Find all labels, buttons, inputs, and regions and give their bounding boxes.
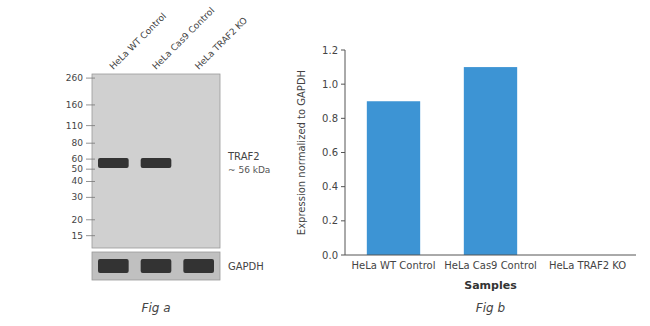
- x-tick-label: HeLa TRAF2 KO: [549, 260, 626, 271]
- y-tick-label: 0.8: [322, 113, 338, 124]
- marker-tick: [86, 104, 95, 105]
- bar: [464, 67, 517, 255]
- loading-control-band: [141, 259, 172, 273]
- marker-tick: [86, 78, 95, 79]
- y-axis-label: Expression normalized to GAPDH: [296, 70, 307, 235]
- marker-label: 160: [66, 100, 83, 110]
- marker-label: 110: [66, 121, 83, 131]
- y-axis: [345, 50, 346, 255]
- marker-tick: [86, 169, 95, 170]
- y-tick-label: 0.2: [322, 215, 338, 226]
- panel-title: Fig b: [476, 301, 506, 315]
- y-tick: [341, 186, 345, 187]
- gel: [92, 74, 220, 248]
- marker-tick: [86, 143, 95, 144]
- figure: 260 160 110 80 6050 40 30 20 15 TRAF2 ~ 56 kDa GAPD…: [0, 0, 650, 326]
- marker-tick: [86, 181, 95, 182]
- panel-title: Fig a: [141, 301, 170, 315]
- lane-label: HeLa TRAF2 KO: [193, 15, 249, 71]
- loading-control-band: [183, 259, 214, 273]
- y-tick: [341, 220, 345, 221]
- loading-control-band: [98, 259, 129, 273]
- x-tick-label: HeLa WT Control: [352, 260, 436, 271]
- y-tick: [341, 118, 345, 119]
- loading-control-strip: [92, 252, 220, 280]
- band: [141, 158, 172, 168]
- y-tick: [341, 255, 345, 256]
- marker-label: 60: [72, 154, 84, 164]
- marker-label: 20: [72, 215, 84, 225]
- marker-tick: [86, 219, 95, 220]
- y-tick: [341, 50, 345, 51]
- y-tick-label: 0.4: [322, 181, 338, 192]
- marker-label: 260: [66, 73, 83, 83]
- y-tick-label: 1.2: [322, 45, 338, 56]
- bands: [98, 158, 171, 168]
- y-tick: [341, 84, 345, 85]
- marker-label: 40: [72, 176, 84, 186]
- y-tick-label: 0.6: [322, 147, 338, 158]
- y-tick: [341, 152, 345, 153]
- band-label: TRAF2: [227, 151, 260, 162]
- loading-control-label: GAPDH: [228, 261, 264, 272]
- marker-tick: [86, 197, 95, 198]
- x-axis: [345, 255, 636, 256]
- x-tick-label: HeLa Cas9 Control: [444, 260, 537, 271]
- marker-label: 15: [72, 231, 83, 241]
- marker-label: 30: [72, 192, 84, 202]
- marker-label: 80: [72, 138, 84, 148]
- y-tick-label: 0.0: [322, 250, 338, 261]
- marker-tick: [86, 125, 95, 126]
- band: [98, 158, 129, 168]
- marker-tick: [86, 159, 95, 160]
- x-axis-label: Samples: [464, 279, 517, 292]
- bar: [367, 101, 420, 255]
- y-tick-label: 1.0: [322, 79, 338, 90]
- western-blot-panel: 260 160 110 80 6050 40 30 20 15 TRAF2 ~ 56 kDa GAPD…: [66, 5, 271, 315]
- bars: [367, 67, 517, 255]
- marker-tick: [86, 235, 95, 236]
- marker-label: 50: [72, 164, 84, 174]
- bar-panel: 0.0 0.2 0.4 0.6 0.8 1.0 1.2 HeLa WT Control HeLa…: [296, 45, 636, 316]
- band-size-label: ~ 56 kDa: [228, 165, 270, 175]
